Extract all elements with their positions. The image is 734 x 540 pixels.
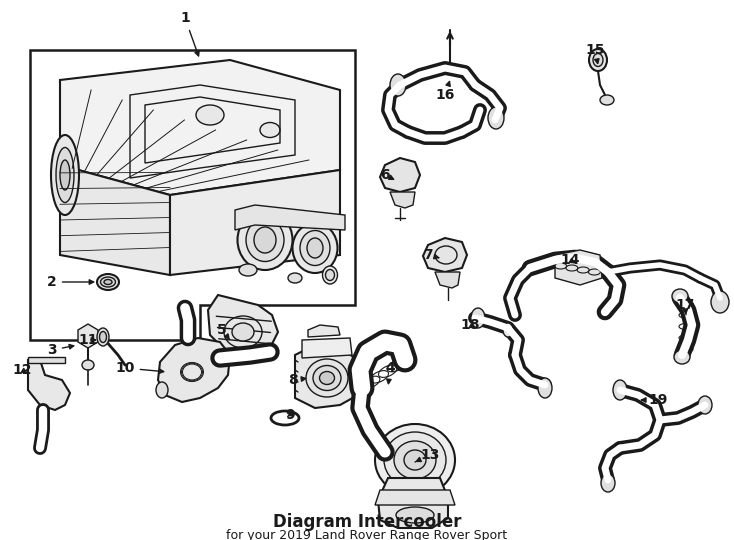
Polygon shape [170,170,340,275]
Ellipse shape [293,223,338,273]
Ellipse shape [254,227,276,253]
Text: 11: 11 [79,333,98,347]
Ellipse shape [313,366,341,390]
Ellipse shape [239,264,257,276]
Ellipse shape [672,289,688,303]
Ellipse shape [97,274,119,290]
Text: 4: 4 [385,361,395,384]
Ellipse shape [488,107,504,129]
Ellipse shape [100,332,106,342]
Polygon shape [158,338,230,402]
Polygon shape [28,360,70,410]
Ellipse shape [306,359,348,397]
Polygon shape [423,238,467,272]
Ellipse shape [319,372,335,384]
Ellipse shape [104,280,112,285]
Text: for your 2019 Land Rover Range Rover Sport: for your 2019 Land Rover Range Rover Spo… [226,530,508,540]
Text: 17: 17 [675,298,694,315]
Text: 3: 3 [47,343,73,357]
Text: 9: 9 [286,408,295,422]
Text: 6: 6 [380,168,393,182]
Text: 10: 10 [115,361,164,375]
Ellipse shape [325,269,335,280]
Text: 12: 12 [12,363,32,377]
Ellipse shape [232,323,254,341]
Ellipse shape [56,147,74,202]
Text: 7: 7 [424,248,439,262]
Text: 2: 2 [47,275,94,289]
Polygon shape [78,324,98,348]
Text: Diagram Intercooler: Diagram Intercooler [273,513,461,531]
Ellipse shape [601,474,615,492]
Ellipse shape [600,95,614,105]
Polygon shape [60,165,170,275]
Ellipse shape [375,424,455,496]
Polygon shape [60,60,340,195]
Ellipse shape [260,123,280,138]
Polygon shape [295,345,358,408]
Ellipse shape [246,219,284,261]
Text: 1: 1 [180,11,199,56]
Text: 5: 5 [217,323,230,340]
Ellipse shape [238,210,293,270]
Ellipse shape [300,231,330,266]
Text: 14: 14 [560,253,580,267]
Ellipse shape [101,277,115,287]
Ellipse shape [396,507,434,523]
Polygon shape [28,357,65,363]
Polygon shape [30,50,355,340]
Ellipse shape [156,382,168,398]
Ellipse shape [698,396,712,414]
Ellipse shape [394,441,436,479]
Ellipse shape [384,432,446,488]
Ellipse shape [307,238,323,258]
Polygon shape [378,478,448,528]
Ellipse shape [97,328,109,346]
Text: 16: 16 [435,82,454,102]
Ellipse shape [503,323,513,337]
Polygon shape [302,338,352,358]
Polygon shape [390,192,415,208]
Polygon shape [555,250,602,285]
Text: 15: 15 [585,43,605,64]
Ellipse shape [674,350,690,364]
Text: 13: 13 [415,448,440,462]
Ellipse shape [60,160,70,190]
Polygon shape [235,205,345,230]
Text: 8: 8 [288,373,305,387]
Ellipse shape [538,378,552,398]
Polygon shape [308,325,340,337]
Ellipse shape [322,266,338,284]
Polygon shape [208,295,278,355]
Ellipse shape [613,380,627,400]
Ellipse shape [711,291,729,313]
Polygon shape [435,272,460,288]
Ellipse shape [404,450,426,470]
Ellipse shape [51,135,79,215]
Ellipse shape [390,74,406,96]
Ellipse shape [288,273,302,283]
Ellipse shape [593,53,603,66]
Text: 18: 18 [460,318,480,332]
Ellipse shape [82,360,94,370]
Polygon shape [375,490,455,505]
Ellipse shape [589,49,607,71]
Ellipse shape [471,308,485,328]
Text: 19: 19 [642,393,668,407]
Ellipse shape [196,105,224,125]
Polygon shape [380,158,420,192]
